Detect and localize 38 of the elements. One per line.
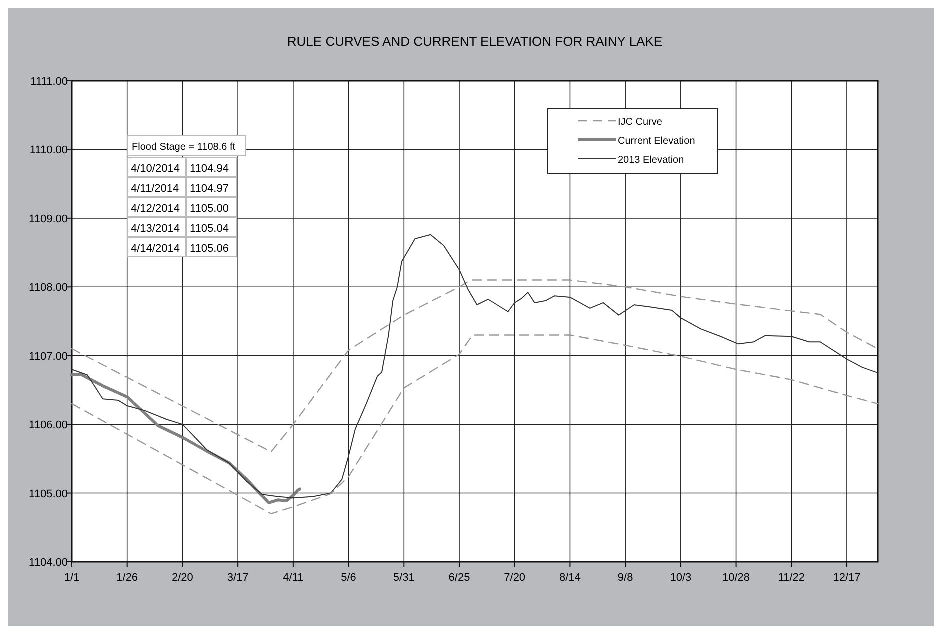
y-tick-label: 1111.00 — [30, 76, 68, 88]
y-tick-label: 1106.00 — [29, 420, 68, 432]
annotation: Flood Stage = 1108.6 ft — [132, 142, 236, 153]
legend-label: 2013 Elevation — [618, 155, 684, 166]
y-tick-label: 1105.00 — [29, 488, 68, 500]
annotation: 1105.06 — [190, 243, 229, 255]
annotation: 4/14/2014 — [131, 243, 180, 255]
x-tick-label: 9/8 — [618, 572, 634, 584]
chart-title: RULE CURVES AND CURRENT ELEVATION FOR RAINY LAKE — [287, 34, 663, 49]
x-tick-label: 1/26 — [116, 572, 138, 584]
y-tick-label: 1104.00 — [29, 557, 68, 569]
x-tick-label: 3/17 — [227, 572, 249, 584]
x-tick-label: 1/1 — [64, 572, 80, 584]
y-tick-label: 1108.00 — [29, 282, 68, 294]
y-tick-label: 1109.00 — [29, 213, 68, 226]
x-tick-label: 11/22 — [778, 572, 805, 584]
x-tick-label: 6/25 — [448, 572, 470, 584]
annotation: 1105.00 — [190, 203, 229, 215]
annotation: 4/11/2014 — [131, 183, 180, 195]
annotation: 1104.97 — [190, 183, 229, 195]
y-tick-label: 1110.00 — [30, 144, 68, 157]
x-tick-label: 12/17 — [833, 572, 861, 584]
x-tick-label: 10/3 — [670, 572, 692, 584]
x-tick-label: 8/14 — [560, 572, 581, 584]
x-tick-label: 5/6 — [341, 572, 356, 584]
x-tick-label: 7/20 — [504, 572, 526, 584]
legend-label: Current Elevation — [618, 136, 696, 147]
annotation: 1105.04 — [190, 223, 229, 235]
annotation: 4/10/2014 — [131, 163, 180, 175]
annotation: 4/12/2014 — [131, 203, 180, 215]
annotation: 4/13/2014 — [131, 223, 180, 235]
annotation: 1104.94 — [190, 163, 229, 175]
x-tick-label: 10/28 — [722, 572, 750, 584]
y-tick-label: 1107.00 — [29, 350, 68, 363]
x-tick-label: 4/11 — [283, 572, 304, 584]
x-tick-label: 5/31 — [393, 572, 415, 584]
x-tick-label: 2/20 — [172, 572, 194, 584]
legend-label: IJC Curve — [618, 117, 663, 128]
